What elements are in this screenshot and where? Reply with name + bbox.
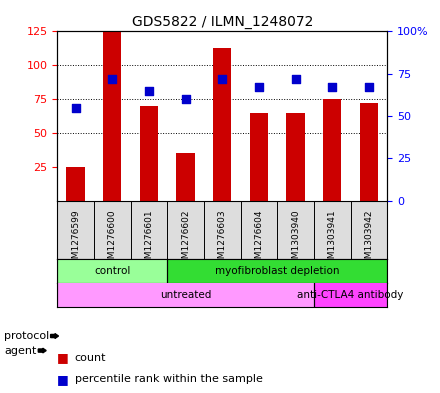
Text: GSM1276601: GSM1276601 (144, 209, 154, 270)
Point (182, 96, 189, 102)
Text: GSM1276604: GSM1276604 (254, 209, 264, 270)
Bar (103, 31, 121, 201)
Point (292, 76, 299, 82)
Title: GDS5822 / ILMN_1248072: GDS5822 / ILMN_1248072 (132, 15, 313, 29)
Text: agent: agent (4, 345, 37, 356)
Text: GSM1276599: GSM1276599 (71, 209, 80, 270)
Text: GSM1303941: GSM1303941 (328, 209, 337, 270)
Point (109, 76, 116, 82)
Text: GSM1276602: GSM1276602 (181, 209, 190, 270)
Text: GSM1276600: GSM1276600 (108, 209, 117, 270)
Bar (66, 167, 85, 201)
Point (255, 84, 262, 90)
Bar (213, 48, 231, 201)
Point (145, 88, 152, 94)
Text: GSM1276603: GSM1276603 (218, 209, 227, 270)
Text: myofibroblast depletion: myofibroblast depletion (215, 266, 339, 276)
Bar (360, 103, 378, 201)
Bar (286, 113, 305, 201)
Text: ■: ■ (57, 373, 69, 386)
Text: percentile rank within the sample: percentile rank within the sample (75, 374, 263, 384)
Text: protocol: protocol (4, 331, 50, 341)
Text: anti-CTLA4 antibody: anti-CTLA4 antibody (297, 290, 404, 299)
Text: GSM1303940: GSM1303940 (291, 209, 300, 270)
Text: GSM1303942: GSM1303942 (364, 209, 374, 270)
Text: count: count (75, 353, 106, 363)
Bar (140, 106, 158, 201)
Bar (250, 113, 268, 201)
Text: ■: ■ (57, 351, 69, 364)
Point (72, 105, 79, 111)
Text: control: control (94, 266, 130, 276)
Point (329, 84, 336, 90)
Text: untreated: untreated (160, 290, 211, 299)
Bar (176, 153, 194, 201)
Point (219, 76, 226, 82)
Point (365, 84, 372, 90)
Bar (323, 99, 341, 201)
